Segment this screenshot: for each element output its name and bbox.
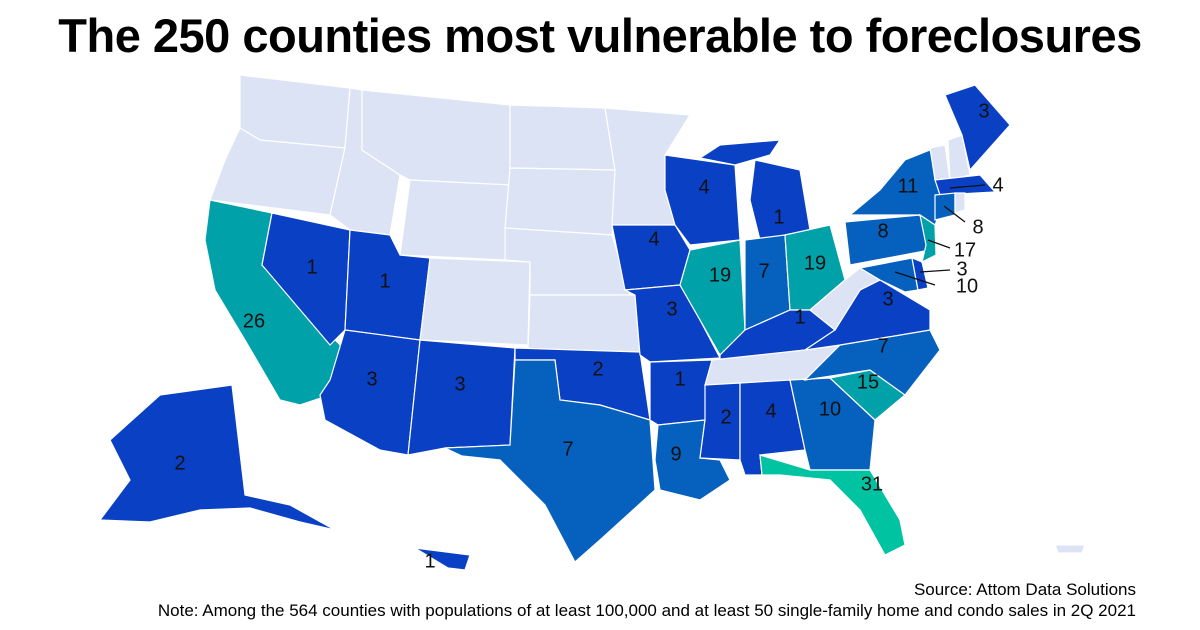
state-nj [919,213,937,264]
count-label-sc: 15 [857,371,879,393]
callout-line-de [919,269,951,273]
count-label-pa: 8 [877,220,888,242]
count-label-ia: 4 [648,228,659,250]
count-label-nc: 7 [877,335,888,357]
state-pr [1054,544,1086,554]
count-label-md: 10 [956,275,978,297]
count-label-ak: 2 [174,452,185,474]
footnote: Note: Among the 564 counties with popula… [157,601,1136,620]
state-co [419,257,531,346]
count-label-ok: 2 [592,358,603,380]
callout-line-ma [949,184,986,189]
state-mi [698,139,782,166]
count-label-ut: 1 [379,270,390,292]
count-label-il: 19 [709,264,731,286]
state-me [944,84,1011,172]
count-label-nm: 3 [454,373,465,395]
state-wi [664,154,741,246]
state-ms [699,382,741,461]
callout-line-ct [943,205,966,223]
count-label-az: 3 [366,368,377,390]
state-hi [414,547,471,571]
state-nd [509,104,616,171]
count-label-va: 3 [882,288,893,310]
state-sd [504,167,616,236]
count-label-hi: 1 [424,550,435,572]
state-ma [934,174,997,196]
count-label-ca: 26 [243,310,265,332]
count-label-me: 3 [978,100,989,122]
count-label-nv: 1 [306,256,317,278]
count-label-fl: 31 [861,473,883,495]
count-label-ma: 4 [992,174,1003,196]
state-fl [759,454,906,556]
count-label-ny: 11 [898,175,919,197]
count-label-ga: 10 [819,398,841,420]
count-label-la: 9 [670,443,681,465]
count-label-ar: 1 [674,368,685,390]
count-label-oh: 19 [804,252,826,274]
count-label-ct: 8 [972,216,983,238]
state-tx [444,359,656,563]
count-label-mi: 1 [773,206,784,228]
count-label-al: 4 [765,400,776,422]
count-label-in: 7 [758,260,769,282]
count-label-ms: 2 [720,406,731,428]
state-md [858,257,919,293]
count-label-nj: 17 [954,239,976,261]
state-ks [527,294,641,356]
count-label-wi: 4 [698,176,709,198]
state-nv [261,212,351,346]
map-title: The 250 counties most vulnerable to fore… [58,9,1142,62]
state-nh [947,134,971,181]
state-wy [399,179,511,261]
state-ak [98,384,336,531]
count-label-ky: 1 [794,306,805,328]
count-label-mo: 3 [666,298,677,320]
callout-line-md [894,271,936,286]
count-label-de: 3 [956,258,967,280]
count-label-tx: 7 [562,438,573,460]
source-note: Source: Attom Data Solutions [913,580,1136,599]
state-ri [954,192,966,214]
state-wa [239,74,351,149]
callout-line-nj [927,239,951,249]
state-nm [407,339,516,456]
